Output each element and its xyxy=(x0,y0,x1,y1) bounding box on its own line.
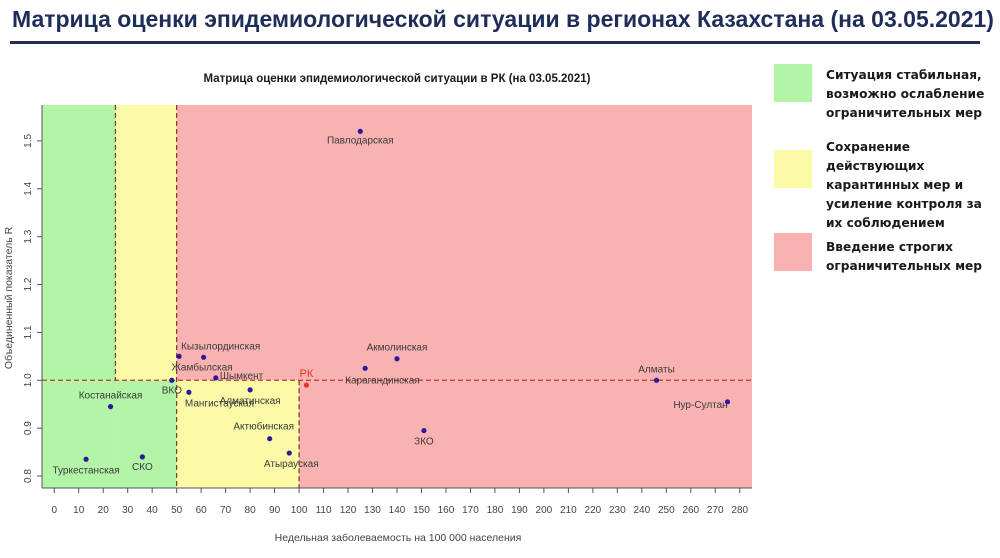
data-point xyxy=(653,377,660,383)
zones-layer xyxy=(42,105,753,488)
chart-title: Матрица оценки эпидемиологической ситуац… xyxy=(204,73,591,85)
x-tick-label: 0 xyxy=(51,505,57,516)
x-tick-label: 90 xyxy=(269,505,281,516)
y-tick-label: 1.2 xyxy=(23,277,34,291)
point-label: Актюбинская xyxy=(233,421,294,433)
zone-green-left xyxy=(42,105,116,488)
y-axis-label: Объединенный показатель R xyxy=(3,226,15,369)
zone-green-lower xyxy=(115,380,177,488)
x-tick-label: 120 xyxy=(340,505,357,516)
x-axis-label: Недельная заболеваемость на 100 000 насе… xyxy=(275,532,522,544)
x-tick-label: 140 xyxy=(389,505,406,516)
data-point xyxy=(362,365,368,371)
y-tick-label: 0.9 xyxy=(23,421,34,435)
data-point xyxy=(200,354,207,360)
x-tick-label: 110 xyxy=(316,505,332,516)
data-point xyxy=(357,128,363,134)
point-label: Кызылординская xyxy=(181,341,260,352)
point-label: РК xyxy=(300,368,314,380)
point-label: Мангистауская xyxy=(185,398,254,409)
legend-swatch-strict xyxy=(774,233,812,271)
data-point xyxy=(139,454,145,460)
x-tick-label: 130 xyxy=(364,505,381,516)
point-label: Костанайская xyxy=(79,391,143,402)
point-label: Акмолинская xyxy=(367,343,428,354)
zone-yellow-lower xyxy=(176,380,300,488)
point-label: СКО xyxy=(132,462,153,473)
y-tick-label: 1.3 xyxy=(23,229,34,243)
x-tick-label: 220 xyxy=(585,505,602,516)
x-tick-label: 200 xyxy=(536,505,553,516)
y-tick-label: 1.1 xyxy=(23,325,34,339)
legend-label-maintain: Сохранение действующих карантинных мер и… xyxy=(826,140,982,230)
ticks-layer: 0 10 20 30 40 50 60 70 80 90 100 110 120 130 140 150 160… xyxy=(23,134,749,516)
data-point xyxy=(421,427,427,434)
legend-label-strict: Введение строгих ограничительных мер xyxy=(826,240,983,273)
data-point xyxy=(394,356,400,362)
point-label: Карагандинская xyxy=(345,375,420,386)
data-point xyxy=(286,450,292,456)
x-tick-label: 180 xyxy=(487,505,504,516)
data-point xyxy=(169,377,175,383)
data-point xyxy=(186,389,192,395)
legend-swatch-maintain xyxy=(774,150,812,188)
x-tick-label: 10 xyxy=(73,505,85,516)
point-label: Туркестанская xyxy=(52,465,119,476)
x-tick-label: 230 xyxy=(609,505,626,516)
x-tick-label: 80 xyxy=(245,505,257,516)
point-label: Алматы xyxy=(638,364,675,375)
x-tick-label: 70 xyxy=(220,505,232,516)
zone-yellow-upper xyxy=(115,105,177,381)
x-tick-label: 280 xyxy=(731,505,748,516)
x-tick-label: 260 xyxy=(682,505,699,516)
zone-red-upper xyxy=(176,105,753,381)
point-label: ВКО xyxy=(162,385,182,396)
data-point xyxy=(303,382,310,388)
point-label: Атырауская xyxy=(264,459,319,470)
point-label: Жамбылская xyxy=(172,361,233,373)
x-tick-label: 170 xyxy=(462,505,479,516)
point-label: Алматинская xyxy=(220,396,281,407)
data-point xyxy=(267,436,273,442)
x-tick-label: 270 xyxy=(707,505,724,516)
x-tick-label: 20 xyxy=(98,505,110,516)
x-tick-label: 40 xyxy=(147,505,159,516)
title-divider xyxy=(10,41,980,44)
x-tick-label: 50 xyxy=(171,505,183,516)
x-tick-label: 240 xyxy=(633,505,650,516)
x-tick-label: 210 xyxy=(560,505,577,516)
legend-label-stable: Ситуация стабильная, возможно ослабление… xyxy=(826,68,985,120)
y-tick-label: 1.4 xyxy=(23,181,34,195)
point-label: Павлодарская xyxy=(327,135,394,146)
data-point xyxy=(724,399,731,405)
points-layer: Павлодарская Кызылординская Жамбылская ВКО Ш… xyxy=(52,128,731,476)
x-tick-label: 190 xyxy=(511,505,528,516)
y-tick-label: 1.5 xyxy=(23,134,34,148)
x-tick-label: 100 xyxy=(291,505,308,516)
legend-swatch-stable xyxy=(774,64,812,102)
x-tick-label: 30 xyxy=(122,505,134,516)
x-tick-label: 60 xyxy=(196,505,208,516)
zone-red-lower xyxy=(299,380,752,488)
x-tick-label: 250 xyxy=(658,505,675,516)
x-tick-label: 150 xyxy=(413,505,430,516)
x-tick-label: 160 xyxy=(438,505,455,516)
data-point xyxy=(213,375,219,381)
y-tick-label: 0.8 xyxy=(23,469,34,483)
data-point xyxy=(247,387,253,393)
data-point xyxy=(107,404,114,410)
reference-lines-layer xyxy=(42,105,752,488)
point-label: Нур-Султан xyxy=(673,400,727,411)
point-label: Шымкент xyxy=(220,371,264,382)
point-label: ЗКО xyxy=(414,437,434,448)
y-tick-label: 1.0 xyxy=(23,373,34,387)
data-point xyxy=(176,353,182,359)
data-point xyxy=(83,456,89,462)
page-title: Матрица оценки эпидемиологической ситуац… xyxy=(12,6,994,32)
